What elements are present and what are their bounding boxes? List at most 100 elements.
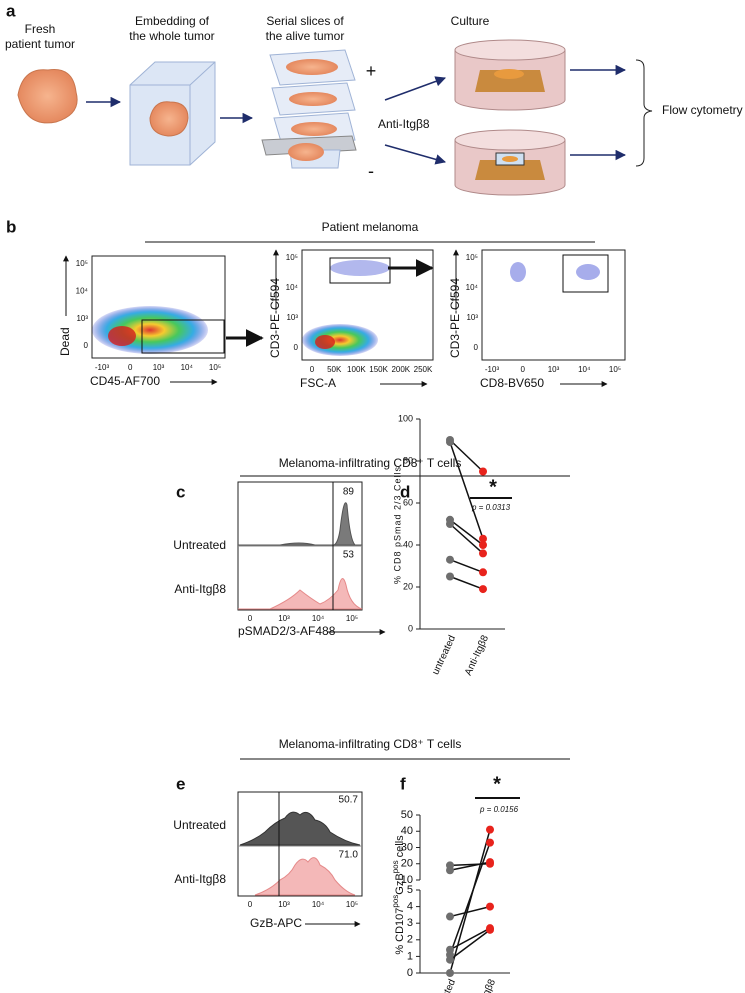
x-tick-label: 10⁴ bbox=[181, 363, 194, 372]
data-point bbox=[486, 825, 494, 834]
x-tick-label: 10³ bbox=[548, 365, 560, 374]
y-tick-label: 80 bbox=[403, 455, 413, 465]
y-tick-label: 20 bbox=[403, 581, 413, 591]
pair-line bbox=[449, 523, 484, 554]
panel-label: f bbox=[400, 774, 406, 793]
data-point bbox=[446, 572, 454, 581]
p-value: p = 0.0156 bbox=[479, 805, 519, 814]
x-tick-label: -10³ bbox=[485, 365, 500, 374]
x-tick-label: 10³ bbox=[278, 900, 290, 909]
pair-line bbox=[449, 439, 484, 473]
y-axis-label: % CD8 pSmad 2/3 Cells bbox=[392, 466, 402, 584]
x-tick-label: 10⁴ bbox=[578, 365, 591, 374]
data-point bbox=[486, 902, 494, 911]
pair-line bbox=[449, 927, 491, 951]
panel-a: a Fresh patient tumor Embedding of the w… bbox=[5, 1, 743, 196]
label-part: cells bbox=[394, 835, 406, 861]
step-label: the whole tumor bbox=[129, 29, 214, 43]
data-point bbox=[446, 438, 454, 447]
y-tick-label: 10⁴ bbox=[466, 283, 479, 292]
row-label: Anti-Itgβ8 bbox=[174, 582, 226, 596]
x-tick-label: 50K bbox=[327, 365, 342, 374]
x-tick-label: 10⁵ bbox=[346, 900, 358, 909]
arrow bbox=[384, 144, 447, 165]
section-header: Melanoma-infiltrating CD8⁺ T cells bbox=[279, 456, 462, 470]
panel-f: f * p = 0.0156 % CD107posGzBpos cells 01… bbox=[391, 773, 520, 993]
plot-frame bbox=[237, 791, 363, 897]
row-label: Untreated bbox=[173, 538, 226, 552]
significance: * bbox=[489, 476, 497, 498]
panel-label: a bbox=[6, 1, 16, 20]
y-tick-label: 10⁴ bbox=[76, 286, 89, 295]
section-header: Melanoma-infiltrating CD8⁺ T cells bbox=[279, 737, 462, 751]
y-tick-label: 1 bbox=[407, 950, 413, 962]
pair-line bbox=[449, 829, 491, 974]
y-tick-label: 40 bbox=[401, 825, 413, 837]
pair-line bbox=[449, 929, 491, 961]
y-tick-label: 10⁵ bbox=[76, 259, 88, 268]
step-label: patient tumor bbox=[5, 37, 75, 51]
x-tick-label: 0 bbox=[521, 365, 526, 374]
pair-line bbox=[449, 558, 484, 574]
gate bbox=[562, 254, 609, 293]
data-point bbox=[479, 568, 487, 577]
x-tick-label: 0 bbox=[128, 363, 133, 372]
x-tick-label: 10⁵ bbox=[609, 365, 621, 374]
plot-frame bbox=[481, 249, 626, 361]
x-tick-label: 10⁴ bbox=[312, 614, 325, 623]
y-axis-label: % CD107posGzBpos cells bbox=[391, 835, 406, 955]
pair-line bbox=[449, 519, 484, 546]
y-tick-label: 0 bbox=[84, 341, 89, 350]
panel-label: e bbox=[176, 774, 185, 793]
panel-title: Patient melanoma bbox=[322, 220, 419, 234]
x-tick-label: 200K bbox=[391, 365, 410, 374]
y-tick-label: 10⁴ bbox=[286, 283, 299, 292]
data-point bbox=[446, 520, 454, 528]
y-tick-label: 0 bbox=[408, 623, 413, 633]
step-label: Serial slices of bbox=[266, 14, 344, 28]
step-label: the alive tumor bbox=[266, 29, 345, 43]
x-tick-label: 0 bbox=[248, 614, 253, 623]
slices bbox=[261, 49, 357, 169]
y-tick-label: 10⁵ bbox=[466, 253, 478, 262]
minus-sign: - bbox=[368, 161, 374, 181]
y-tick-label: 0 bbox=[294, 343, 299, 352]
plot-frame bbox=[91, 255, 226, 359]
histogram bbox=[238, 502, 362, 546]
y-tick-label: 50 bbox=[401, 809, 413, 821]
x-tick-label: -10³ bbox=[95, 363, 110, 372]
y-tick-label: 2 bbox=[407, 934, 413, 946]
step-label: Fresh bbox=[25, 22, 56, 36]
readout-label: Flow cytometry bbox=[662, 103, 743, 117]
x-axis-label: pSMAD2/3-AF488 bbox=[238, 624, 336, 638]
row-label: Anti-Itgβ8 bbox=[174, 872, 226, 886]
panel-e: Melanoma-infiltrating CD8⁺ T cells e Unt… bbox=[173, 737, 570, 930]
data-point bbox=[486, 925, 494, 934]
y-tick-label: 0 bbox=[474, 343, 479, 352]
plus-sign: + bbox=[366, 61, 377, 81]
density-core bbox=[315, 335, 335, 349]
histogram bbox=[239, 811, 361, 846]
data-point bbox=[446, 866, 454, 875]
x-tick-label: 250K bbox=[414, 365, 433, 374]
panel-c: Melanoma-infiltrating CD8⁺ T cells c Unt… bbox=[173, 456, 570, 638]
y-tick-label: 4 bbox=[407, 901, 413, 913]
panel-d: d * p = 0.0313 % CD8 pSmad 2/3 Cells 0 20… bbox=[392, 413, 512, 677]
x-axis-label: CD8-BV650 bbox=[480, 376, 544, 390]
x-ticks: 0 10³ 10⁴ 10⁵ bbox=[248, 900, 358, 909]
density bbox=[302, 324, 378, 356]
x-tick-label: 150K bbox=[369, 365, 388, 374]
density bbox=[576, 264, 600, 280]
x-tick-label: 10³ bbox=[278, 614, 290, 623]
x-tick-label: Anti-Itgβ8 bbox=[463, 633, 491, 677]
y-axis-label: Dead bbox=[58, 327, 72, 356]
y-tick-label: 100 bbox=[398, 413, 413, 423]
data-point bbox=[479, 549, 487, 558]
x-ticks: 0 10³ 10⁴ 10⁵ bbox=[248, 614, 358, 623]
y-tick-label: 10 bbox=[401, 874, 413, 886]
label-sup: pos bbox=[391, 895, 400, 908]
gate bbox=[329, 257, 391, 284]
y-tick-label: 3 bbox=[407, 917, 413, 929]
treatment-label: Anti-Itgβ8 bbox=[378, 117, 430, 131]
